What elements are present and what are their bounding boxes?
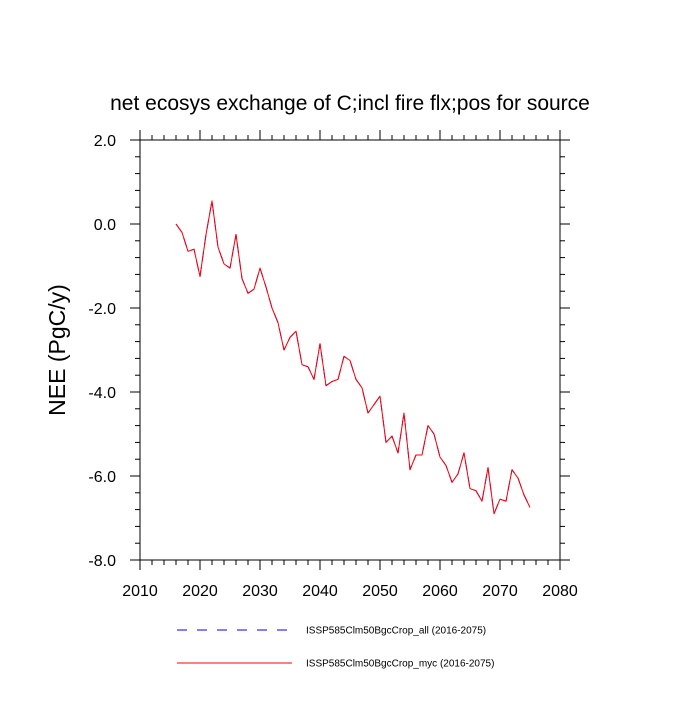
x-tick-label: 2010 (122, 583, 158, 600)
x-tick-label: 2020 (182, 583, 218, 600)
axis-ticks (130, 130, 570, 570)
axis-tick-labels: 2010 2020 2030 2040 2050 2060 2070 2080 -8.0 -6.0… (88, 133, 577, 600)
y-tick-label: -8.0 (88, 553, 116, 570)
legend-label: ISSP585Clm50BgcCrop_all (2016-2075) (306, 626, 486, 637)
x-tick-label: 2050 (362, 583, 398, 600)
plot-frame (139, 139, 561, 561)
y-tick-label: -6.0 (88, 469, 116, 486)
x-tick-label: 2070 (482, 583, 518, 600)
x-tick-label: 2040 (302, 583, 338, 600)
y-tick-label: 2.0 (94, 133, 116, 150)
y-tick-label: -2.0 (88, 301, 116, 318)
chart-legend: ISSP585Clm50BgcCrop_all (2016-2075) ISSP5… (177, 626, 494, 670)
series-lines (175, 200, 531, 515)
y-axis-label: NEE (PgC/y) (44, 284, 70, 416)
series-line (175, 200, 531, 515)
series-line (175, 200, 531, 515)
y-tick-label: -4.0 (88, 385, 116, 402)
x-tick-label: 2060 (422, 583, 458, 600)
legend-label: ISSP585Clm50BgcCrop_myc (2016-2075) (306, 659, 494, 670)
chart-title: net ecosys exchange of C;incl fire flx;p… (110, 92, 590, 115)
y-tick-label: 0.0 (94, 217, 116, 234)
x-tick-label: 2030 (242, 583, 278, 600)
x-tick-label: 2080 (542, 583, 578, 600)
